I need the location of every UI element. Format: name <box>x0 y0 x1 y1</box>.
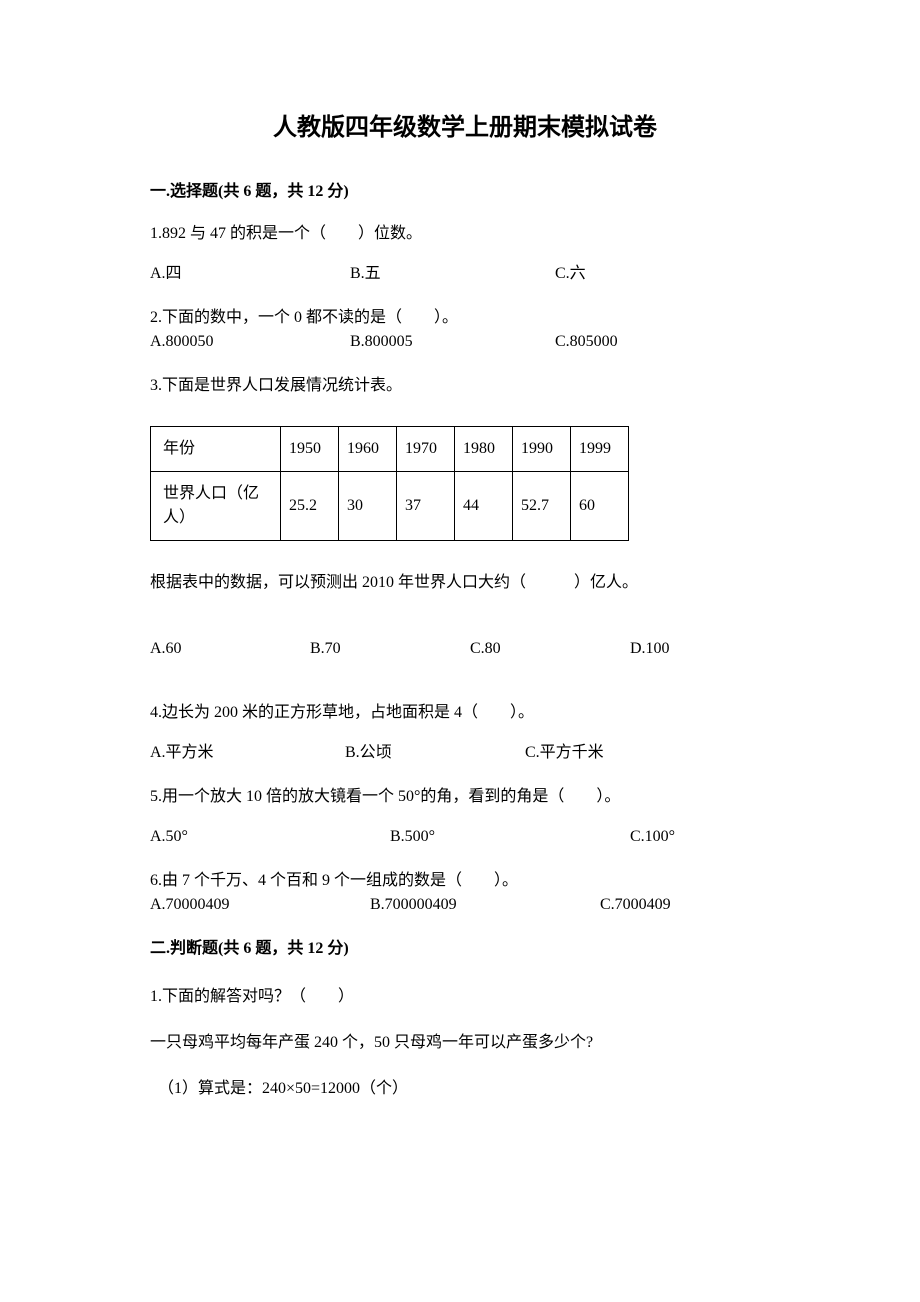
judge-question-1-line2: 一只母鸡平均每年产蛋 240 个，50 只母鸡一年可以产蛋多少个? <box>150 1031 780 1055</box>
table-cell: 30 <box>339 472 397 541</box>
question-4-options: A.平方米 B.公顷 C.平方千米 <box>150 741 780 765</box>
section-2-heading: 二.判断题(共 6 题，共 12 分) <box>150 937 780 961</box>
option-b: B.公顷 <box>345 741 525 765</box>
option-b: B.800005 <box>350 330 555 354</box>
question-3-text: 3.下面是世界人口发展情况统计表。 <box>150 374 780 398</box>
table-cell: 44 <box>455 472 513 541</box>
question-3-after: 根据表中的数据，可以预测出 2010 年世界人口大约（ ）亿人。 <box>150 571 780 595</box>
question-6: 6.由 7 个千万、4 个百和 9 个一组成的数是（ ）。 A.70000409… <box>150 869 780 917</box>
question-6-options: A.70000409 B.700000409 C.7000409 <box>150 893 780 917</box>
table-cell: 1950 <box>281 427 339 472</box>
option-a: A.800050 <box>150 330 350 354</box>
option-a: A.平方米 <box>150 741 345 765</box>
section-1-heading: 一.选择题(共 6 题，共 12 分) <box>150 180 780 204</box>
option-d: D.100 <box>630 637 670 661</box>
question-1-options: A.四 B.五 C.六 <box>150 262 780 286</box>
option-c: C.平方千米 <box>525 741 604 765</box>
question-2: 2.下面的数中，一个 0 都不读的是（ ）。 A.800050 B.800005… <box>150 306 780 354</box>
option-a: A.60 <box>150 637 310 661</box>
table-header-year: 年份 <box>151 427 281 472</box>
option-c: C.80 <box>470 637 630 661</box>
table-cell: 1999 <box>571 427 629 472</box>
table-header-pop: 世界人口（亿人） <box>151 472 281 541</box>
option-a: A.50° <box>150 825 390 849</box>
question-5-options: A.50° B.500° C.100° <box>150 825 780 849</box>
table-row: 年份 1950 1960 1970 1980 1990 1999 <box>151 427 629 472</box>
question-5-text: 5.用一个放大 10 倍的放大镜看一个 50°的角，看到的角是（ ）。 <box>150 785 780 809</box>
option-a: A.70000409 <box>150 893 370 917</box>
table-cell: 60 <box>571 472 629 541</box>
table-cell: 52.7 <box>513 472 571 541</box>
question-1: 1.892 与 47 的积是一个（ ）位数。 A.四 B.五 C.六 <box>150 222 780 286</box>
question-3: 3.下面是世界人口发展情况统计表。 年份 1950 1960 1970 1980… <box>150 374 780 661</box>
option-a: A.四 <box>150 262 350 286</box>
question-1-text: 1.892 与 47 的积是一个（ ）位数。 <box>150 222 780 246</box>
table-cell: 1960 <box>339 427 397 472</box>
page-title: 人教版四年级数学上册期末模拟试卷 <box>150 110 780 146</box>
table-cell: 25.2 <box>281 472 339 541</box>
judge-question-1: 1.下面的解答对吗？（ ） <box>150 985 780 1009</box>
table-cell: 1970 <box>397 427 455 472</box>
question-4: 4.边长为 200 米的正方形草地，占地面积是 4（ ）。 A.平方米 B.公顷… <box>150 701 780 765</box>
question-3-options: A.60 B.70 C.80 D.100 <box>150 637 780 661</box>
option-b: B.70 <box>310 637 470 661</box>
table-cell: 37 <box>397 472 455 541</box>
population-table: 年份 1950 1960 1970 1980 1990 1999 世界人口（亿人… <box>150 426 629 541</box>
question-2-options: A.800050 B.800005 C.805000 <box>150 330 780 354</box>
table-cell: 1990 <box>513 427 571 472</box>
table-cell: 1980 <box>455 427 513 472</box>
option-c: C.100° <box>630 825 675 849</box>
option-c: C.7000409 <box>600 893 671 917</box>
option-c: C.805000 <box>555 330 618 354</box>
table-row: 世界人口（亿人） 25.2 30 37 44 52.7 60 <box>151 472 629 541</box>
question-4-text: 4.边长为 200 米的正方形草地，占地面积是 4（ ）。 <box>150 701 780 725</box>
question-6-text: 6.由 7 个千万、4 个百和 9 个一组成的数是（ ）。 <box>150 869 780 893</box>
option-b: B.700000409 <box>370 893 600 917</box>
option-c: C.六 <box>555 262 586 286</box>
question-5: 5.用一个放大 10 倍的放大镜看一个 50°的角，看到的角是（ ）。 A.50… <box>150 785 780 849</box>
option-b: B.500° <box>390 825 630 849</box>
judge-question-1-line3: （1）算式是：240×50=12000（个） <box>150 1077 780 1101</box>
option-b: B.五 <box>350 262 555 286</box>
question-2-text: 2.下面的数中，一个 0 都不读的是（ ）。 <box>150 306 780 330</box>
